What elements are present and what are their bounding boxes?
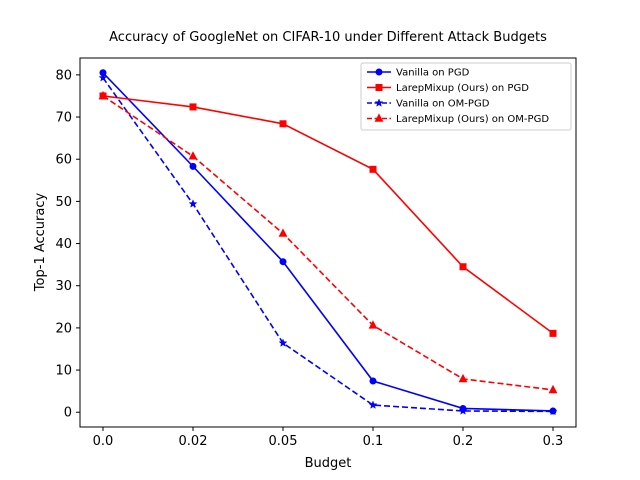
series-line: [102, 72, 554, 412]
data-point: [549, 329, 557, 337]
y-tick-label: 20: [55, 321, 72, 336]
x-tick-label: 0.2: [453, 434, 474, 449]
data-point: [278, 338, 288, 347]
series-line: [102, 95, 554, 335]
x-tick-label: 0.0: [93, 434, 114, 449]
legend-marker: [375, 84, 383, 91]
data-point: [369, 165, 377, 173]
series-line: [102, 95, 554, 391]
data-point: [98, 73, 108, 82]
data-point: [368, 320, 378, 329]
data-point: [188, 199, 198, 208]
y-tick-label: 10: [55, 364, 72, 379]
chart-title: Accuracy of GoogleNet on CIFAR-10 under …: [109, 30, 547, 45]
data-point: [189, 103, 197, 111]
legend-marker: [375, 68, 383, 76]
legend-label: LarepMixup (Ours) on OM-PGD: [396, 114, 549, 125]
data-point: [459, 263, 467, 271]
y-tick-label: 30: [55, 279, 72, 294]
data-point: [458, 406, 468, 415]
data-point: [189, 162, 197, 170]
data-point: [369, 377, 377, 385]
axes-frame: [79, 57, 577, 428]
series-4: [98, 90, 558, 394]
data-point: [368, 400, 378, 409]
x-axis-label: Budget: [305, 456, 352, 471]
y-tick-label: 80: [55, 68, 72, 83]
y-tick-label: 60: [55, 153, 72, 168]
y-tick-label: 50: [55, 195, 72, 210]
x-tick-label: 0.1: [363, 434, 384, 449]
series-3: [98, 73, 558, 416]
data-point: [278, 228, 288, 237]
y-tick-label: 0: [64, 406, 72, 421]
legend-label: Vanilla on PGD: [396, 68, 470, 79]
data-point: [98, 90, 108, 100]
data-point: [458, 373, 468, 383]
legend-label: Vanilla on OM-PGD: [396, 99, 490, 110]
data-point: [279, 120, 287, 128]
x-tick-label: 0.02: [179, 434, 208, 449]
plot-area: 0.0 0.02 0.05 0.1 0.2 0.3 0 10 20 30 40 50 60 70 80: [55, 68, 563, 449]
legend-marker: [374, 98, 384, 107]
legend-box: [360, 62, 572, 131]
series-line: [102, 77, 554, 413]
data-point: [188, 151, 198, 160]
y-tick-label: 70: [55, 111, 72, 126]
x-tick-label: 0.05: [269, 434, 298, 449]
data-point: [279, 258, 287, 266]
data-point: [548, 406, 558, 416]
legend: Vanilla on PGD LarepMixup (Ours) on PGD Va…: [360, 62, 572, 131]
x-tick-label: 0.3: [543, 434, 564, 449]
legend-marker: [374, 113, 384, 122]
data-point: [548, 384, 558, 394]
y-axis-label: Top-1 Accuracy: [33, 193, 48, 293]
legend-label: LarepMixup (Ours) on PGD: [396, 83, 529, 94]
y-tick-label: 40: [55, 237, 72, 252]
